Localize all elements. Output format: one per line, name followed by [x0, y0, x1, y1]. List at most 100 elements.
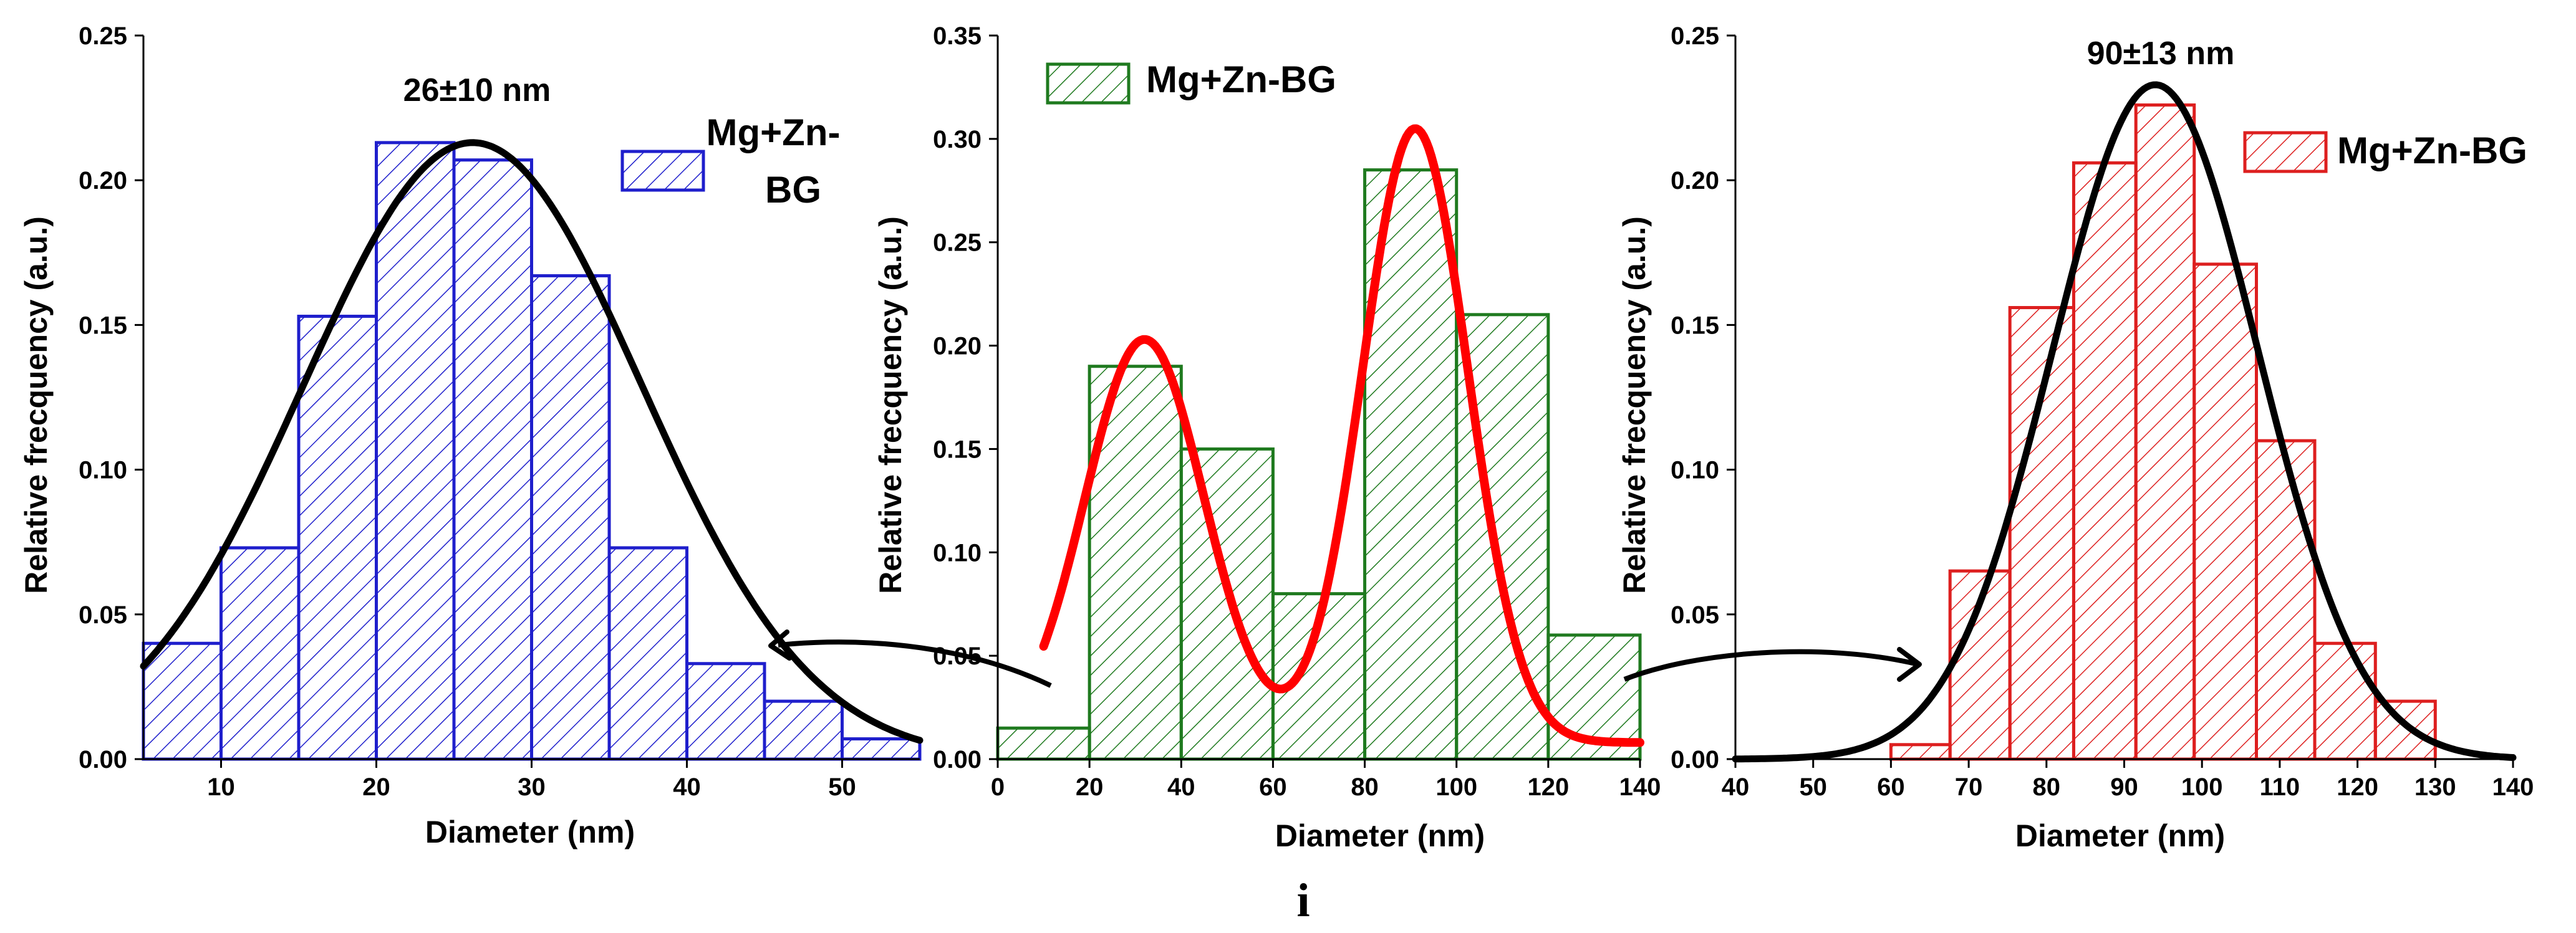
axes-left: 10 20 30 40 50 0.00 0.05 0.10 0.15 0.20 0.25 [79, 22, 920, 801]
x-tick-label-middle: 60 [1259, 773, 1287, 801]
histogram-bar-right [2134, 103, 2196, 761]
y-tick-label-left: 0.00 [79, 746, 127, 773]
fit-curve-left [140, 139, 924, 744]
x-tick-label-right: 130 [2414, 773, 2456, 801]
gaussian-fit-left [140, 139, 924, 744]
y-tick-label-right: 0.25 [1671, 22, 1719, 50]
x-tick-label-left: 10 [207, 773, 235, 801]
y-tick-label-middle: 0.30 [933, 126, 982, 153]
x-tick-label-right: 110 [2260, 773, 2300, 801]
gaussian-fit-right [1732, 81, 2517, 763]
x-tick-label-middle: 80 [1351, 773, 1379, 801]
y-tick-label-right: 0.00 [1671, 746, 1719, 773]
histogram-bar-right [1889, 743, 1952, 761]
axes-right: 40 50 60 70 80 90 100 110 120 130 140 0.00 0.05 0.10 0… [1671, 22, 2534, 801]
legend-label-left-line2: BG [765, 169, 821, 211]
legend-swatch-left [620, 150, 705, 192]
y-tick-label-left: 0.15 [79, 312, 127, 339]
histogram-bar-right [2254, 439, 2317, 761]
x-tick-label-middle: 0 [991, 773, 1005, 801]
histogram-bar-middle [996, 726, 1091, 761]
x-tick-label-right: 60 [1877, 773, 1905, 801]
x-tick-label-right: 100 [2181, 773, 2223, 801]
x-tick-label-middle: 20 [1076, 773, 1104, 801]
x-tick-label-left: 30 [518, 773, 546, 801]
histogram-bar-middle [1179, 447, 1275, 761]
x-axis-title-left: Diameter (nm) [425, 815, 635, 849]
x-axis-title-right: Diameter (nm) [2015, 818, 2225, 853]
y-tick-label-middle: 0.20 [933, 333, 982, 360]
legend-right: Mg+Zn-BG [2243, 130, 2527, 173]
histogram-bar-left [685, 662, 766, 761]
x-tick-label-right: 40 [1722, 773, 1750, 801]
histogram-bar-right [2072, 161, 2138, 761]
x-tick-label-middle: 100 [1435, 773, 1477, 801]
histogram-bar-left [607, 546, 688, 761]
x-tick-label-middle: 40 [1167, 773, 1195, 801]
histogram-bar-left [142, 641, 223, 761]
y-tick-label-middle: 0.25 [933, 229, 982, 257]
histogram-bars-right [1889, 103, 2437, 761]
figure-panel-label: i [1296, 874, 1310, 927]
histogram-bar-left [841, 737, 922, 761]
y-tick-label-right: 0.05 [1671, 601, 1719, 629]
y-tick-label-left: 0.25 [79, 22, 127, 50]
legend-label-left-line1: Mg+Zn- [707, 112, 841, 153]
arrowhead-left-icon [768, 629, 792, 661]
histogram-bar-left [452, 158, 533, 761]
arrowhead-right-icon [1897, 647, 1922, 682]
fit-curve-middle [1039, 124, 1644, 747]
histogram-chart-middle: 0 20 40 60 80 100 120 1400.000.050.100.150.200.… [873, 22, 1661, 853]
x-tick-label-middle: 120 [1527, 773, 1569, 801]
histogram-bar-left [763, 699, 844, 761]
x-tick-label-left: 20 [362, 773, 390, 801]
axes-middle: 0 20 40 60 80 100 120 1400.000.050.100.150.200.… [933, 22, 1661, 801]
y-tick-label-middle: 0.15 [933, 436, 982, 463]
histogram-bar-right [2008, 306, 2075, 761]
x-tick-label-middle: 140 [1619, 773, 1661, 801]
legend-label-right: Mg+Zn-BG [2337, 130, 2527, 171]
y-tick-label-right: 0.10 [1671, 457, 1719, 484]
x-tick-label-right: 90 [2110, 773, 2138, 801]
legend-left: Mg+Zn- BG [620, 112, 841, 211]
x-tick-label-left: 40 [673, 773, 701, 801]
legend-middle: Mg+Zn-BG [1046, 59, 1336, 105]
histogram-bar-left [530, 274, 611, 761]
x-axis-title-middle: Diameter (nm) [1275, 818, 1485, 853]
histogram-bar-right [2373, 699, 2437, 761]
histogram-bar-left [375, 141, 456, 761]
histogram-chart-right: 40 50 60 70 80 90 100 110 120 130 140 0.00 0.05 0.10 0… [1617, 22, 2534, 853]
x-tick-label-right: 80 [2033, 773, 2061, 801]
chart-title-left: 26±10 nm [403, 72, 551, 108]
legend-label-middle: Mg+Zn-BG [1146, 59, 1336, 100]
y-tick-label-right: 0.15 [1671, 312, 1719, 339]
y-tick-label-middle: 0.00 [933, 746, 982, 773]
histogram-chart-left: 10 20 30 40 50 0.00 0.05 0.10 0.15 0.20 0.25 26±10… [19, 22, 924, 849]
x-tick-label-right: 140 [2492, 773, 2534, 801]
x-tick-label-right: 120 [2337, 773, 2378, 801]
y-tick-label-left: 0.05 [79, 601, 127, 629]
y-axis-title-middle: Relative frecquency (a.u.) [873, 216, 908, 594]
x-tick-label-left: 50 [828, 773, 856, 801]
y-axis-title-right: Relative frecquency (a.u.) [1617, 216, 1652, 594]
histogram-bar-right [2192, 262, 2258, 761]
fit-curve-right [1732, 81, 2517, 763]
x-tick-label-right: 70 [1955, 773, 1983, 801]
x-tick-label-right: 50 [1799, 773, 1827, 801]
y-tick-label-middle: 0.10 [933, 539, 982, 567]
chart-title-right: 90±13 nm [2087, 36, 2235, 72]
histogram-bar-left [297, 314, 378, 761]
legend-swatch-right [2243, 131, 2328, 173]
y-tick-label-left: 0.20 [79, 167, 127, 194]
y-tick-label-middle: 0.35 [933, 22, 982, 50]
histogram-bar-right [2313, 641, 2377, 761]
histogram-bar-left [219, 546, 301, 761]
y-axis-title-left: Relative frecquency (a.u.) [19, 216, 54, 594]
connector-arrows [768, 629, 1922, 688]
y-tick-label-left: 0.10 [79, 457, 127, 484]
arrow-left-connector [778, 639, 1052, 688]
bimodal-fit-middle [1039, 124, 1644, 747]
arrow-right-connector [1623, 649, 1916, 682]
legend-swatch-middle [1046, 62, 1131, 105]
